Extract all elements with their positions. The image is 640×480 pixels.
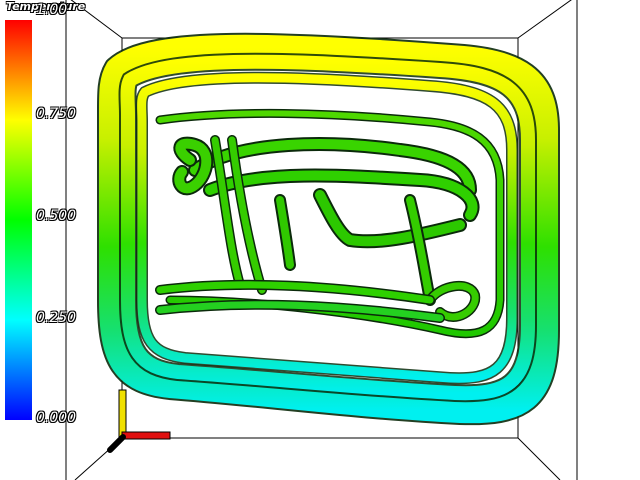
outline-edge (70, 0, 123, 39)
streamtube (174, 138, 212, 194)
streamtube (426, 282, 479, 321)
streamtube (315, 190, 465, 247)
streamtube (156, 281, 434, 304)
streamtube (205, 170, 478, 220)
axis-z (107, 434, 126, 453)
streamtube (137, 73, 517, 383)
orientation-axes (107, 389, 171, 453)
streamtube (406, 196, 434, 304)
streamtube-bundle-outer (97, 32, 560, 426)
legend-tick-min: 0.000 (36, 410, 77, 426)
legend-tick: 0.500 (36, 208, 77, 224)
streamtube (120, 54, 535, 401)
streamtube (228, 136, 266, 294)
outline-edge (517, 437, 561, 480)
streamtube-bundle-inner (155, 108, 505, 339)
outline-edge (517, 0, 572, 39)
legend-tick: 0.750 (36, 106, 77, 122)
legend-title: Temperature (6, 0, 86, 13)
scalar-bar (5, 20, 32, 420)
streamtube (211, 136, 244, 289)
legend-tick: 0.250 (36, 310, 77, 326)
streamtube (99, 34, 558, 424)
streamtube (276, 196, 294, 269)
axis-x (121, 431, 171, 440)
legend-tick-max: 1.00 (36, 2, 68, 18)
axis-y (118, 389, 127, 439)
streamtube (156, 301, 444, 322)
